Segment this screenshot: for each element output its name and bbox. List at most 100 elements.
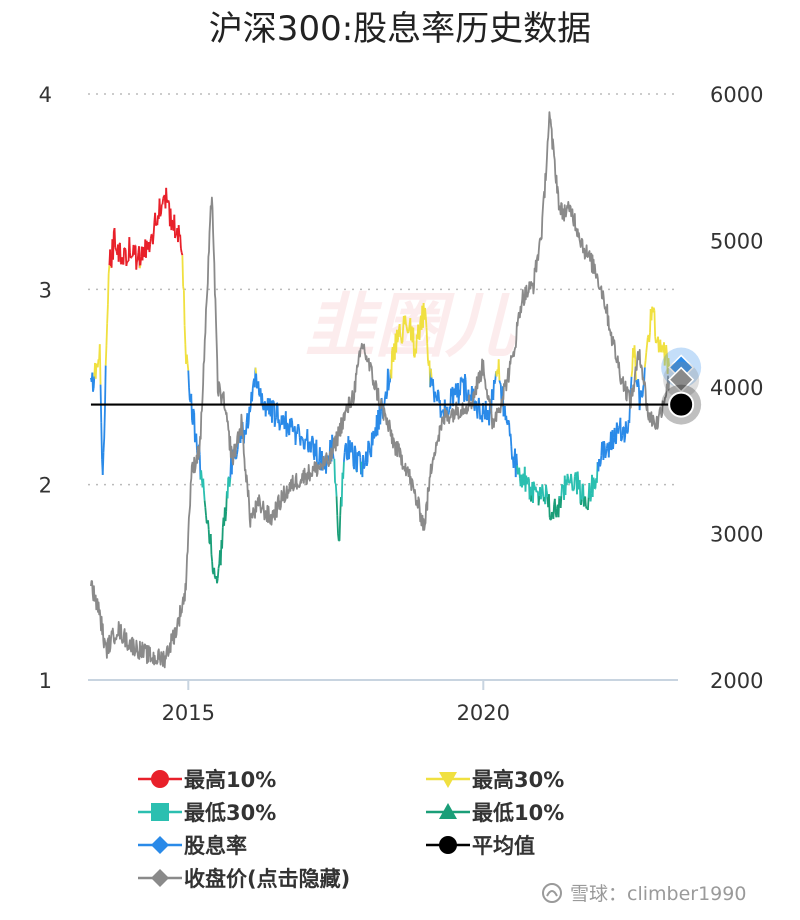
dividend-yield-segment [368,450,372,456]
y-right-tick-label: 5000 [710,230,763,254]
dividend-yield-segment [334,483,338,497]
legend-label: 最低30% [184,801,276,825]
dividend-yield-segment [167,200,170,204]
dividend-yield-segment [539,493,543,500]
dividend-yield-segment [152,222,156,235]
dividend-yield-segment [98,344,102,385]
dividend-yield-segment [142,246,145,252]
dividend-yield-segment [338,515,342,541]
dividend-yield-segment [358,450,361,453]
dividend-yield-segment [298,428,301,438]
dividend-yield-segment [308,441,311,444]
dividend-yield-segment [306,429,309,451]
chart-title: 沪深300:股息率历史数据 [209,9,591,49]
dividend-yield-segment [405,323,408,327]
dividend-yield-segment [405,326,409,332]
dividend-yield-segment [635,379,638,383]
dividend-yield-segment [217,563,221,569]
legend-item-yield[interactable]: 股息率 [138,834,247,858]
dividend-yield-segment [425,327,429,344]
dividend-yield-segment [587,497,590,510]
dividend-yield-segment [615,422,619,428]
dividend-yield-segment [221,527,224,549]
dividend-yield-segment [665,345,668,355]
dividend-yield-segment [638,392,642,411]
dividend-yield-segment [663,353,667,366]
dividend-yield-segment [576,471,580,483]
dividend-yield-segment [92,376,96,389]
dividend-yield-segment [498,380,501,384]
legend-item-price[interactable]: 收盘价(点击隐藏) [138,867,350,891]
dividend-yield-segment [589,493,593,502]
dividend-yield-segment [354,449,358,471]
dividend-yield-segment [271,399,274,402]
y-left-tick-label: 3 [39,278,52,302]
dividend-yield-segment [115,249,118,252]
dividend-yield-segment [285,423,289,437]
dividend-yield-segment [159,213,162,217]
dividend-yield-segment [104,365,107,409]
triangle-up-marker-icon [439,803,457,819]
dividend-yield-segment [300,435,303,438]
circle-marker-icon [151,770,169,788]
snowball-logo-icon [542,883,562,903]
dividend-yield-segment [383,396,386,405]
diamond-marker-icon [151,869,169,887]
dividend-yield-segment [251,382,255,389]
dividend-yield-segment [398,324,402,338]
dividend-yield-segment [301,438,305,442]
dividend-yield-segment [459,377,462,396]
dividend-yield-segment [292,430,295,433]
dividend-yield-segment [247,422,250,429]
dividend-yield-segment [200,470,203,479]
dividend-yield-segment [452,388,456,392]
dividend-yield-segment [92,387,95,392]
y-left-tick-label: 2 [39,474,52,498]
dividend-yield-segment [272,400,275,403]
close-price-line[interactable] [90,111,671,669]
dividend-yield-segment [95,363,98,366]
dividend-yield-segment [548,494,551,518]
dividend-yield-segment [171,219,174,223]
dividend-yield-segment [128,237,131,253]
dividend-yield-segment [617,427,620,434]
dividend-yield-segment [558,495,561,499]
dividend-yield-segment [603,440,606,446]
x-tick-label: 2015 [162,701,215,725]
dividend-yield-segment [655,341,658,344]
dividend-yield-segment [645,344,648,353]
dividend-yield-segment [226,477,230,499]
dividend-yield-segment [113,227,117,248]
legend-item-high30[interactable]: 最高30% [426,768,564,792]
dividend-yield-segment [644,352,648,361]
dividend-yield-segment [290,417,293,421]
dividend-yield-segment [136,252,140,261]
legend-item-low10[interactable]: 最低10% [426,801,564,825]
dividend-yield-segment [412,327,415,357]
legend-item-high10[interactable]: 最高10% [138,768,276,792]
dividend-yield-segment [397,328,400,338]
dividend-yield-segment [297,424,300,429]
dividend-yield-segment [309,442,313,453]
dividend-yield-segment [335,496,339,516]
dividend-yield-segment [623,436,627,443]
dividend-yield-segment [362,466,366,469]
dividend-yield-segment [454,383,458,390]
dividend-yield-segment [96,359,100,368]
dividend-yield-segment [657,345,661,353]
dividend-yield-segment [424,307,427,317]
dividend-yield-segment [109,249,112,267]
dividend-yield-segment [100,422,103,460]
dividend-yield-segment [228,477,232,487]
dividend-yield-segment [460,377,463,381]
y-right-tick-label: 6000 [710,83,763,107]
dividend-yield-segment [633,345,637,360]
y-axis-left: 1 2 3 4 [39,83,52,693]
dividend-yield-segment [365,462,369,467]
dividend-yield-segment [257,381,260,396]
legend-item-low30[interactable]: 最低30% [138,801,276,825]
legend-item-average[interactable]: 平均值 [426,834,535,858]
dividend-yield-segment [599,455,603,465]
